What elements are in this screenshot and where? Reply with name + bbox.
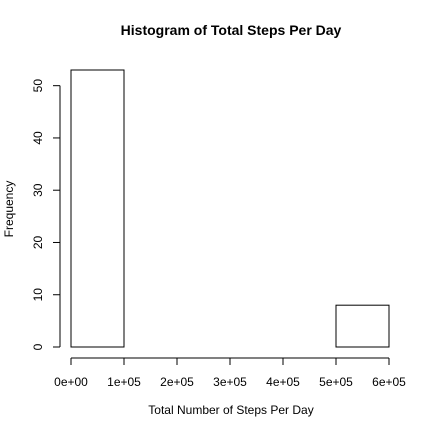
- x-axis-label: Total Number of Steps Per Day: [148, 403, 313, 417]
- x-tick-label: 6e+05: [372, 375, 406, 389]
- chart-title: Histogram of Total Steps Per Day: [121, 22, 342, 38]
- x-axis: 0e+00 1e+05 2e+05 3e+05 4e+05 5e+05 6e+05: [54, 357, 406, 389]
- x-tick-label: 5e+05: [319, 375, 353, 389]
- histogram-bar: [70, 69, 125, 348]
- y-tick-label: 50: [31, 79, 45, 93]
- y-tick-label: 10: [31, 288, 45, 302]
- y-axis-label: Frequency: [2, 181, 16, 238]
- x-tick-label: 1e+05: [107, 375, 141, 389]
- x-tick-label: 4e+05: [266, 375, 300, 389]
- x-tick-label: 2e+05: [160, 375, 194, 389]
- histogram-bar: [335, 304, 390, 348]
- x-tick-label: 0e+00: [54, 375, 88, 389]
- y-tick-label: 20: [31, 235, 45, 249]
- y-tick-label: 0: [31, 343, 45, 350]
- y-axis: 0 10 20 30 40 50: [31, 79, 61, 350]
- y-tick-label: 30: [31, 183, 45, 197]
- bars-group: [70, 69, 390, 348]
- x-tick-label: 3e+05: [213, 375, 247, 389]
- y-tick-label: 40: [31, 131, 45, 145]
